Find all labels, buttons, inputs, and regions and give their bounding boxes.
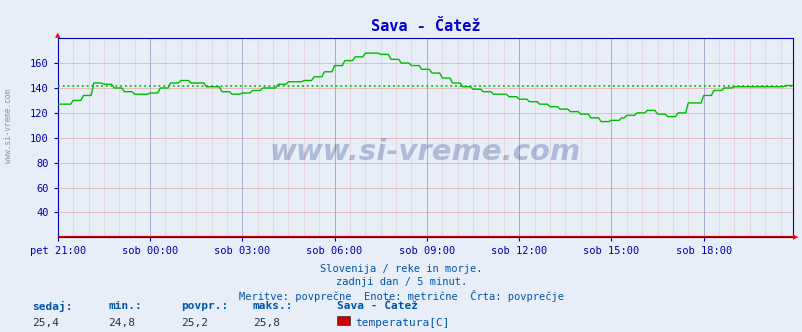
Text: 24,8: 24,8	[108, 318, 136, 328]
Text: 25,2: 25,2	[180, 318, 208, 328]
Text: 25,8: 25,8	[253, 318, 280, 328]
Text: maks.:: maks.:	[253, 301, 293, 311]
Text: zadnji dan / 5 minut.: zadnji dan / 5 minut.	[335, 277, 467, 287]
Text: sedaj:: sedaj:	[32, 301, 72, 312]
Text: www.si-vreme.com: www.si-vreme.com	[4, 89, 14, 163]
Text: Slovenija / reke in morje.: Slovenija / reke in morje.	[320, 264, 482, 274]
Title: Sava - Čatež: Sava - Čatež	[371, 19, 480, 34]
Text: min.:: min.:	[108, 301, 142, 311]
Text: temperatura[C]: temperatura[C]	[354, 318, 449, 328]
Text: 25,4: 25,4	[32, 318, 59, 328]
Text: ▲: ▲	[55, 32, 60, 38]
Text: Meritve: povprečne  Enote: metrične  Črta: povprečje: Meritve: povprečne Enote: metrične Črta:…	[239, 290, 563, 302]
Text: Sava - Čatež: Sava - Čatež	[337, 301, 418, 311]
Text: ▶: ▶	[792, 234, 798, 240]
Text: povpr.:: povpr.:	[180, 301, 228, 311]
Text: www.si-vreme.com: www.si-vreme.com	[269, 138, 581, 166]
